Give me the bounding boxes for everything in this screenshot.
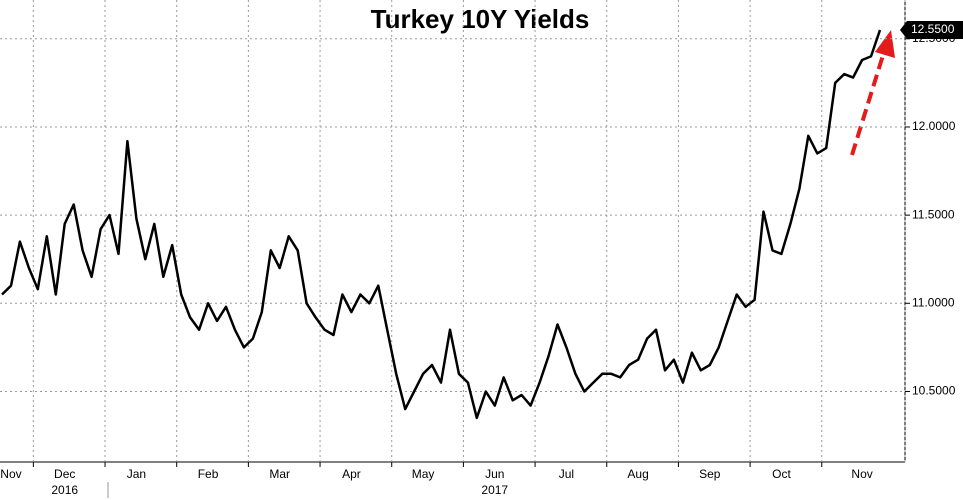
x-tick-label: Mar: [269, 467, 290, 481]
trend-arrow-head: [875, 30, 895, 58]
x-tick-label: Sep: [699, 467, 721, 481]
x-tick-label: Apr: [342, 467, 361, 481]
line: [1, 29, 882, 420]
year-label: 2017: [481, 483, 508, 497]
y-tick-label: 10.5000: [912, 384, 956, 398]
x-tick-label: Nov: [0, 467, 21, 481]
last-value-label: 12.5500: [911, 22, 955, 36]
x-tick-label: Oct: [772, 467, 791, 481]
x-tick-label: Aug: [627, 467, 648, 481]
y-tick-label: 12.0000: [912, 119, 956, 133]
x-tick-label: Jun: [485, 467, 504, 481]
x-tick-label: Feb: [198, 467, 219, 481]
x-tick-label: Nov: [851, 467, 872, 481]
y-tick-label: 11.5000: [912, 207, 955, 221]
chart-title: Turkey 10Y Yields: [371, 4, 590, 34]
trend-arrow: [850, 51, 886, 156]
x-tick-label: May: [412, 467, 435, 481]
x-tick-label: Jan: [127, 467, 146, 481]
x-tick-label: Jul: [559, 467, 574, 481]
x-tick-label: Dec: [54, 467, 75, 481]
y-tick-label: 11.0000: [912, 295, 955, 309]
last-value-box: [900, 20, 963, 39]
year-label: 2016: [51, 483, 78, 497]
